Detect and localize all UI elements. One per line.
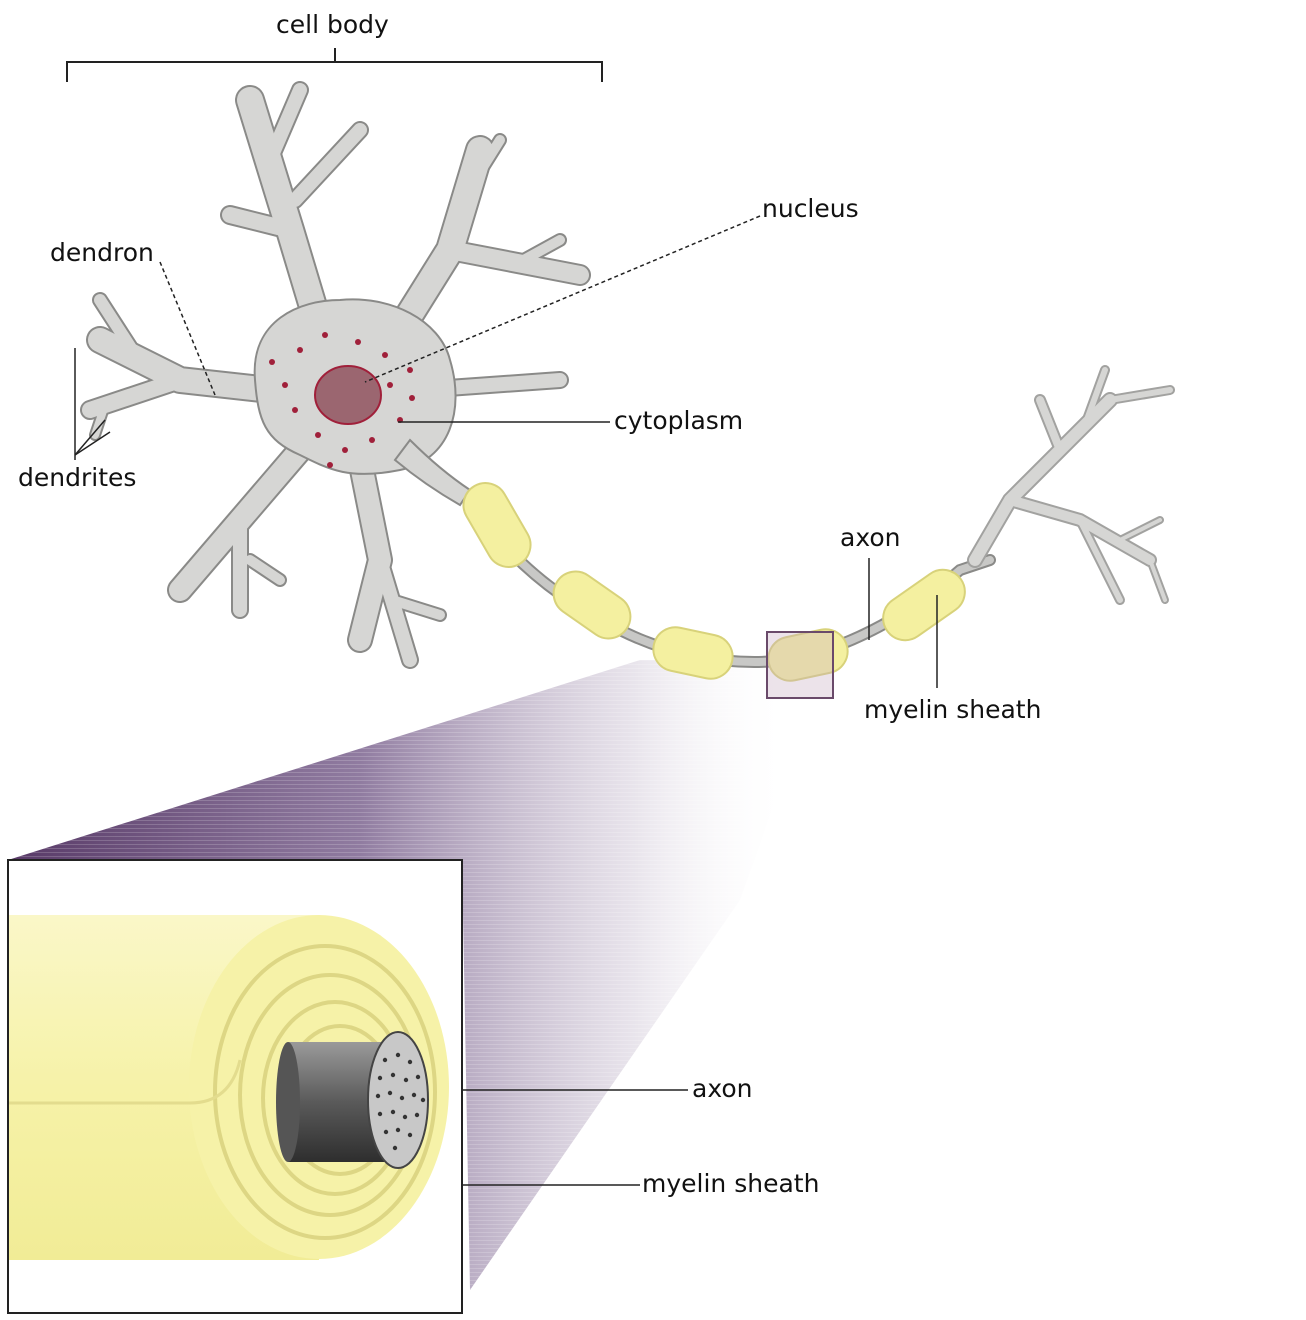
label-inset-myelin-sheath: myelin sheath bbox=[642, 1169, 820, 1198]
nucleus-shape bbox=[314, 365, 382, 425]
zoom-selection-box bbox=[766, 631, 834, 699]
cell-body-shape bbox=[80, 81, 591, 669]
label-inset-axon: axon bbox=[692, 1074, 753, 1103]
label-nucleus: nucleus bbox=[762, 194, 859, 223]
cell-body-bracket bbox=[66, 48, 603, 82]
axon-terminal bbox=[967, 365, 1175, 605]
cytoplasm-granules bbox=[269, 332, 415, 468]
leader-lines bbox=[74, 215, 938, 1186]
label-dendron: dendron bbox=[50, 238, 154, 267]
inset-panel bbox=[7, 859, 463, 1314]
myelin-segments bbox=[462, 482, 966, 682]
label-axon: axon bbox=[840, 523, 901, 552]
label-cell-body: cell body bbox=[276, 10, 389, 39]
zoom-projection bbox=[8, 660, 790, 1290]
label-dendrites: dendrites bbox=[18, 463, 137, 492]
label-cytoplasm: cytoplasm bbox=[614, 406, 744, 435]
label-myelin-sheath: myelin sheath bbox=[864, 695, 1042, 724]
